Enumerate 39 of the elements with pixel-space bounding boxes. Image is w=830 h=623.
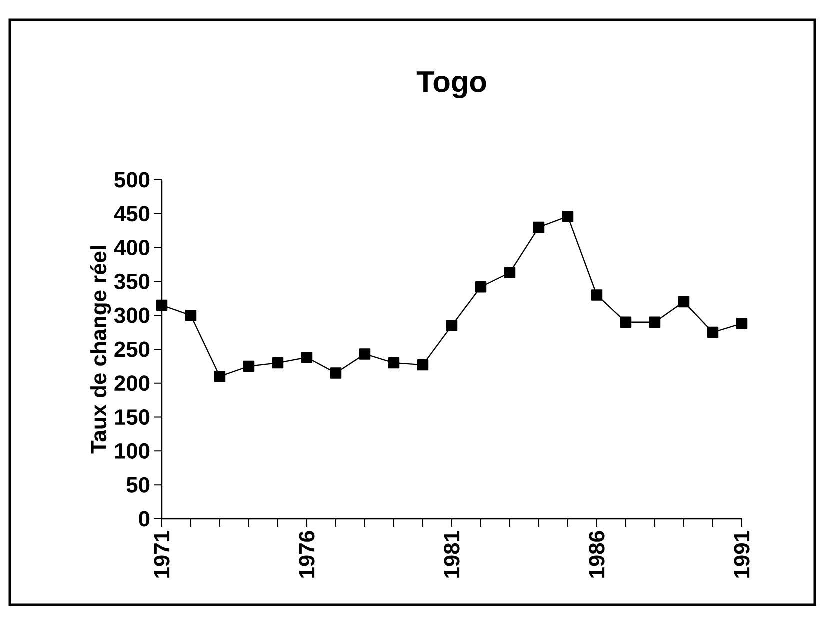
y-tick-label: 400	[114, 240, 150, 256]
y-tick-label: 50	[126, 477, 150, 493]
point	[562, 210, 574, 222]
x-tick-label: 1971	[154, 531, 170, 578]
point	[678, 296, 690, 308]
point	[591, 290, 603, 301]
point	[272, 357, 284, 369]
y-tick-label: 350	[114, 274, 150, 290]
point	[156, 300, 168, 312]
point	[301, 352, 313, 364]
x-tick-label: 1991	[734, 531, 750, 578]
point	[504, 267, 516, 278]
point	[417, 359, 429, 371]
point	[214, 371, 226, 382]
y-tick-label: 0	[139, 511, 150, 527]
point	[649, 316, 661, 328]
y-tick-label: 200	[114, 376, 150, 392]
x-tick-label: 1981	[444, 531, 460, 578]
point	[446, 320, 458, 332]
point	[185, 310, 197, 322]
y-axis-title: Taux de change réel	[90, 246, 112, 454]
point	[620, 316, 632, 328]
x-tick-label: 1986	[589, 531, 605, 578]
point	[359, 348, 371, 360]
y-tick-label: 150	[115, 410, 150, 426]
point	[736, 318, 748, 330]
y-tick-label: 250	[114, 342, 150, 358]
point	[388, 357, 400, 369]
point	[330, 368, 342, 379]
point	[475, 282, 487, 293]
y-tick-label: 100	[115, 443, 150, 459]
point	[707, 326, 719, 338]
x-tick-label: 1976	[299, 531, 315, 578]
point	[243, 360, 255, 372]
y-tick-label: 300	[114, 308, 150, 324]
y-tick-label: 450	[114, 206, 150, 222]
chart-title: Togo	[416, 72, 486, 98]
y-tick-label: 500	[114, 172, 150, 188]
point	[533, 222, 545, 234]
